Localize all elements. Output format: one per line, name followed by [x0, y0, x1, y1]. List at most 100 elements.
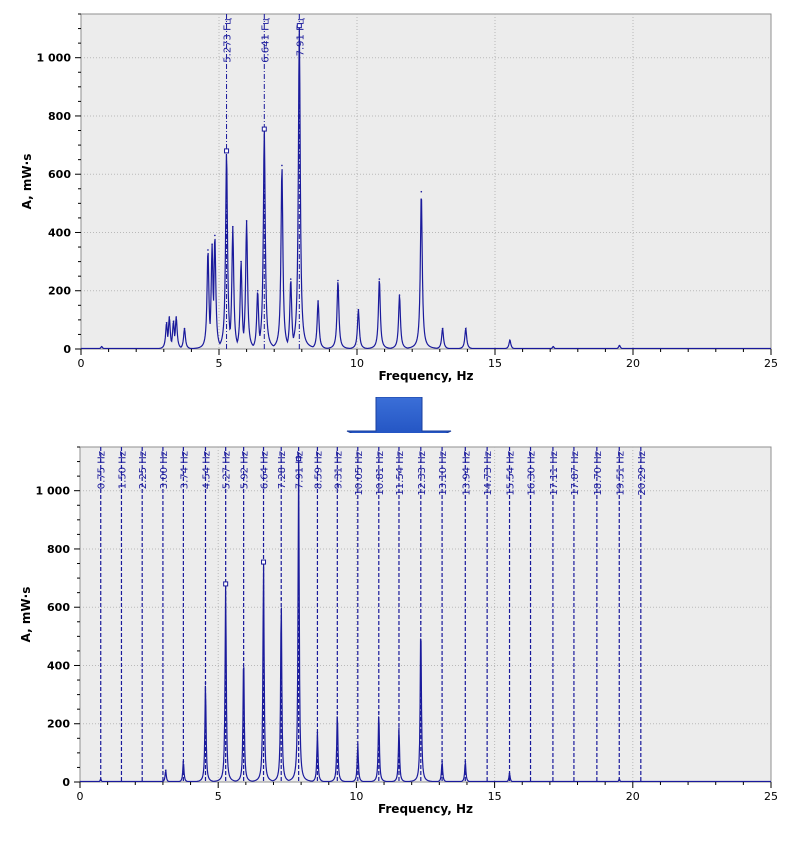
x-tick-label: 10 — [349, 790, 363, 803]
y-axis-label: A, mW·s — [20, 154, 34, 210]
marker-point — [224, 148, 230, 154]
x-tick-label: 15 — [488, 790, 502, 803]
peak-point — [211, 243, 213, 245]
marker-point — [223, 581, 229, 587]
spectrum-line — [80, 458, 771, 783]
spectrum-chart-bottom: 0 5 10 15 20 25 0 200 400 600 800 1 000 Frequency, H… — [19, 446, 778, 816]
marker-label: 14.73 Hz — [483, 451, 494, 496]
x-tick-label: 25 — [764, 357, 778, 370]
peak-point — [232, 225, 234, 228]
y-tick-label: 0 — [63, 343, 71, 356]
marker-label: 6.641 Гц — [260, 18, 271, 63]
marker-label: 17.87 Hz — [570, 451, 581, 496]
peak-point — [289, 278, 292, 280]
x-tick-label: 25 — [764, 790, 778, 803]
series-spectrum — [81, 24, 771, 350]
marker-label: 3.00 Hz — [159, 451, 170, 489]
peak-point — [618, 344, 621, 347]
marker-point — [296, 456, 302, 462]
marker-point — [261, 559, 267, 565]
peak-point — [398, 727, 400, 729]
y-tick-label: 1 000 — [36, 485, 71, 498]
marker-label: 19.51 Hz — [615, 451, 626, 496]
y-tick-label: 200 — [47, 718, 70, 731]
peak-point — [164, 769, 167, 772]
marker-label: 2.25 Hz — [138, 451, 149, 489]
marker-label: 0.75 Hz — [97, 451, 108, 489]
chart-panel-top: 0 5 10 15 20 25 0 200 400 600 800 1 000 Frequency, H… — [0, 0, 787, 400]
peak-point — [281, 164, 283, 167]
peak-point — [378, 278, 381, 280]
marker-point — [261, 126, 267, 132]
x-axis-label: Frequency, Hz — [378, 802, 473, 816]
marker-label: 6.64 Hz — [260, 451, 271, 489]
peak-point — [337, 279, 339, 282]
marker-label: 13.94 Hz — [461, 451, 472, 496]
marker-label: 17.11 Hz — [549, 451, 560, 496]
marker-label: 11.54 Hz — [395, 451, 406, 496]
peak-point — [172, 320, 175, 323]
x-tick-label: 15 — [488, 357, 502, 370]
x-tick-label: 5 — [215, 790, 222, 803]
peak-point — [357, 308, 360, 311]
x-tick-label: 20 — [626, 357, 640, 370]
peak-point — [256, 289, 259, 292]
peak-point — [552, 345, 555, 348]
x-axis-label: Frequency, Hz — [378, 369, 473, 383]
peak-point — [420, 190, 423, 193]
peak-point — [168, 316, 171, 318]
y-tick-label: 600 — [47, 601, 70, 614]
y-tick-label: 1 000 — [37, 52, 72, 65]
peak-point — [183, 327, 186, 330]
marker-label: 15.54 Hz — [506, 451, 517, 496]
y-tick-label: 400 — [47, 659, 70, 672]
marker-label: 7.91 Гц — [295, 18, 306, 57]
plot-area — [79, 446, 772, 783]
marker-label: 7.28 Hz — [277, 451, 288, 489]
peak-point — [207, 249, 209, 251]
marker-label: 10.05 Hz — [354, 451, 365, 496]
y-tick-label: 400 — [48, 226, 71, 239]
x-tick-label: 0 — [77, 790, 84, 803]
marker-point — [296, 23, 302, 29]
y-tick-label: 0 — [62, 776, 70, 789]
peak-point — [245, 220, 248, 222]
x-tick-label: 5 — [216, 357, 223, 370]
peak-point — [175, 316, 178, 318]
y-tick-label: 200 — [48, 285, 71, 298]
peak-point — [509, 339, 511, 342]
marker-label: 9.31 Hz — [333, 451, 344, 489]
peak-point — [100, 345, 103, 348]
marker-label: 20.29 Hz — [637, 451, 648, 496]
marker-label: 4.54 Hz — [201, 451, 212, 489]
y-tick-label: 800 — [48, 110, 71, 123]
marker-label: 12.33 Hz — [417, 451, 428, 496]
marker-label: 7.91 Hz — [295, 451, 306, 489]
peak-point — [398, 294, 401, 296]
spectrum-line — [81, 25, 771, 350]
peak-point — [165, 321, 168, 324]
marker-label: 16.30 Hz — [527, 451, 538, 496]
y-tick-label: 800 — [47, 543, 70, 556]
plot-area — [80, 13, 772, 350]
peak-point — [240, 260, 242, 263]
peak-point — [441, 327, 444, 330]
peak-point — [317, 300, 319, 302]
marker-label: 3.74 Hz — [179, 451, 190, 489]
marker-label: 8.59 Hz — [313, 451, 324, 489]
marker-label: 5.273 Гц — [223, 18, 234, 63]
x-tick-label: 10 — [350, 357, 364, 370]
peak-point — [464, 327, 467, 330]
marker-label: 13.10 Hz — [438, 451, 449, 496]
x-tick-label: 20 — [626, 790, 640, 803]
marker-label: 5.92 Hz — [240, 451, 251, 489]
spectrum-chart-top: 0 5 10 15 20 25 0 200 400 600 800 1 000 Frequency, H… — [20, 13, 778, 383]
marker-label: 1.50 Hz — [117, 451, 128, 489]
y-axis-label: A, mW·s — [19, 587, 33, 643]
chart-panel-bottom: 0 5 10 15 20 25 0 200 400 600 800 1 000 Frequency, H… — [0, 433, 787, 845]
marker-label: 18.70 Hz — [593, 451, 604, 496]
marker-label: 10.81 Hz — [375, 451, 386, 496]
peak-point — [214, 234, 216, 237]
x-tick-label: 0 — [78, 357, 85, 370]
marker-label: 5.27 Hz — [222, 451, 233, 489]
